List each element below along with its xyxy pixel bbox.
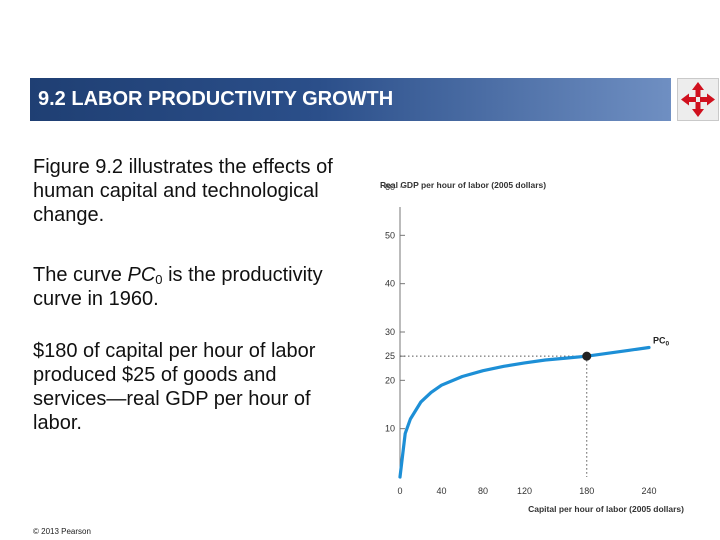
- series-line-0: [398, 345, 651, 479]
- paragraph-curve-after: is the productivity curve in 1960.: [33, 264, 323, 310]
- y-tick-label-10: 10: [385, 424, 395, 434]
- y-tick-label-40: 40: [385, 279, 395, 289]
- y-tick-label-25: 25: [385, 351, 395, 361]
- y-tick-label-30: 30: [385, 327, 395, 337]
- series-label-main: PC: [653, 335, 666, 345]
- paragraph-intro-text: Figure 9.2 illustrates the effects of hu…: [33, 156, 333, 226]
- copyright-footer: © 2013 Pearson: [33, 527, 91, 536]
- paragraph-capital-text: $180 of capital per hour of labor produc…: [33, 340, 316, 434]
- x-tick-label-40: 40: [436, 486, 446, 496]
- x-tick-label-0: 0: [397, 486, 402, 496]
- title-bar: 9.2 LABOR PRODUCTIVITY GROWTH: [30, 78, 671, 121]
- paragraph-intro: Figure 9.2 illustrates the effects of hu…: [33, 155, 353, 227]
- series-label-subscript: 0: [666, 340, 670, 347]
- x-axis-label: Capital per hour of labor (2005 dollars): [528, 504, 684, 514]
- x-tick-label-120: 120: [517, 486, 532, 496]
- paragraph-curve-subscript: 0: [155, 272, 163, 287]
- paragraph-capital: $180 of capital per hour of labor produc…: [33, 339, 353, 435]
- x-tick-label-180: 180: [579, 486, 594, 496]
- y-tick-label-60: 60: [385, 182, 395, 192]
- four-way-arrows-icon: [681, 82, 715, 117]
- productivity-chart: Real GDP per hour of labor (2005 dollars…: [380, 180, 684, 514]
- series-label-0: PC0: [653, 335, 670, 347]
- highlight-point: [582, 351, 592, 361]
- x-tick-label-80: 80: [478, 486, 488, 496]
- slide-title: 9.2 LABOR PRODUCTIVITY GROWTH: [38, 88, 394, 110]
- x-tick-label-240: 240: [641, 486, 656, 496]
- navigation-button[interactable]: [677, 78, 719, 121]
- paragraph-curve: The curve PC0 is the productivity curve …: [33, 263, 353, 311]
- y-tick-label-20: 20: [385, 375, 395, 385]
- paragraph-curve-before: The curve: [33, 264, 128, 286]
- paragraph-curve-italic: PC: [127, 264, 156, 286]
- y-tick-label-50: 50: [385, 230, 395, 240]
- y-axis-label: Real GDP per hour of labor (2005 dollars…: [380, 180, 546, 190]
